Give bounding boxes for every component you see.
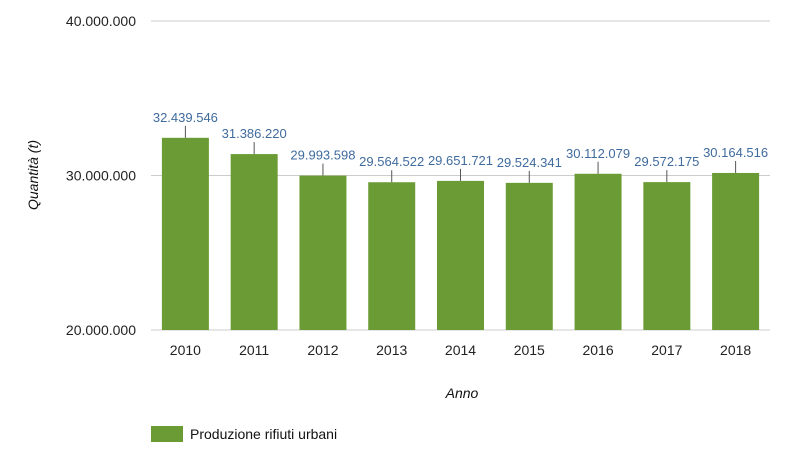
- y-tick-label: 30.000.000: [66, 168, 136, 184]
- data-label: 29.524.341: [497, 155, 562, 170]
- bar-2018: [712, 172, 760, 330]
- data-label: 32.439.546: [153, 110, 218, 125]
- x-axis-ticks: 2010 2011 2012 2013 2014 2015 2016 2017 2018: [170, 342, 752, 358]
- x-tick-label: 2017: [651, 342, 682, 358]
- bar-2011: [230, 154, 278, 330]
- x-tick-label: 2018: [720, 342, 751, 358]
- bar-2015: [505, 182, 553, 330]
- legend-label: Produzione rifiuti urbani: [190, 426, 337, 442]
- bar-2013: [368, 182, 416, 330]
- bars: [161, 137, 760, 330]
- data-label: 29.564.522: [359, 154, 424, 169]
- x-tick-label: 2014: [445, 342, 476, 358]
- bar-2017: [643, 182, 691, 330]
- bar-2014: [437, 180, 484, 330]
- data-label: 29.651.721: [428, 153, 493, 168]
- x-tick-label: 2012: [307, 342, 338, 358]
- data-label: 29.572.175: [634, 154, 699, 169]
- x-tick-label: 2011: [239, 342, 269, 358]
- x-axis-title: Anno: [445, 385, 479, 401]
- data-label: 30.112.079: [566, 146, 630, 161]
- bar-2016: [574, 173, 622, 330]
- y-axis-ticks: 20.000.000 30.000.000 40.000.000: [66, 13, 136, 338]
- y-axis-title: Quantità (t): [25, 140, 41, 210]
- data-label: 29.993.598: [290, 148, 355, 163]
- y-tick-label: 20.000.000: [66, 322, 136, 338]
- bar-2010: [161, 137, 209, 330]
- x-tick-label: 2016: [582, 342, 613, 358]
- x-tick-label: 2013: [376, 342, 407, 358]
- data-label: 30.164.516: [703, 145, 768, 160]
- x-tick-label: 2010: [170, 342, 201, 358]
- x-tick-label: 2015: [514, 342, 545, 358]
- bar-2012: [299, 175, 347, 330]
- y-tick-label: 40.000.000: [66, 13, 136, 29]
- legend: Produzione rifiuti urbani: [151, 426, 337, 442]
- legend-swatch: [151, 426, 183, 442]
- data-label: 31.386.220: [222, 126, 287, 141]
